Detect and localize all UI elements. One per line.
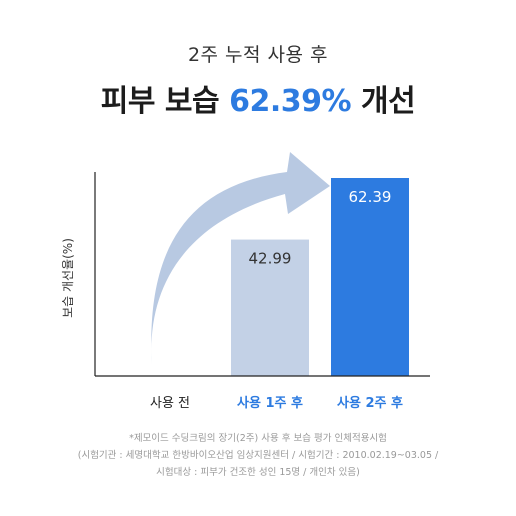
chart-subtitle: 2주 누적 사용 후 xyxy=(187,44,329,66)
title-suffix: 개선 xyxy=(361,84,416,119)
category-label-2: 사용 1주 후 xyxy=(237,395,303,411)
title-highlight-value: 62.39% xyxy=(229,84,352,119)
bar-3 xyxy=(331,178,409,376)
category-label-1: 사용 전 xyxy=(150,396,190,411)
title-prefix: 피부 보습 xyxy=(100,84,220,119)
category-label-3: 사용 2주 후 xyxy=(337,395,403,411)
bar-value-label-3: 62.39 xyxy=(349,188,392,206)
bar-value-label-2: 42.99 xyxy=(249,250,292,268)
footnote-line-3: 시험대상 : 피부가 건조한 성인 15명 / 개인차 있음) xyxy=(156,467,360,478)
y-axis-label: 보습 개선율(%) xyxy=(61,238,75,318)
chart-title: 피부 보습 62.39% 개선 xyxy=(0,76,516,120)
footnote-line-2: (시험기관 : 세명대학교 한방바이오산업 임상지원센터 / 시험기간 : 20… xyxy=(77,450,439,461)
footnote-line-1: *제모이드 수딩크림의 장기(2주) 사용 후 보습 평가 인체적용시험 xyxy=(129,433,387,444)
bar-2 xyxy=(231,239,309,376)
trend-arrow xyxy=(151,152,330,366)
